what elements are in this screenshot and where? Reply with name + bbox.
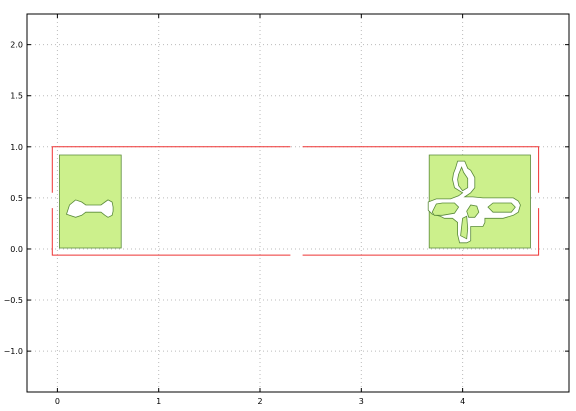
x-tick-label: 3 [359, 397, 364, 406]
y-tick-label: 1.5 [10, 92, 23, 101]
outline-segment [51, 208, 291, 256]
tick-layer: 0 1 2 3 4 −1.0 −0.5 0.0 0.5 1.0 1.5 2.0 [4, 14, 569, 406]
pad-island [460, 215, 469, 240]
x-tick-label: 2 [257, 397, 262, 406]
outline-segment [302, 208, 540, 256]
y-tick-label: −0.5 [4, 296, 23, 305]
pad-cutout [427, 160, 521, 244]
x-tick-label: 0 [55, 397, 60, 406]
plot-area-frame [26, 13, 570, 393]
y-tick-label: −1.0 [4, 347, 23, 356]
pad-island [457, 166, 469, 192]
y-tick-label: 0.5 [10, 194, 23, 203]
y-tick-label: 1.0 [10, 143, 23, 152]
x-tick-label: 1 [156, 397, 161, 406]
pad-cutout [66, 199, 114, 218]
outline-segment [302, 146, 540, 193]
pad-island [431, 202, 460, 216]
pad-island [487, 202, 516, 213]
pad-region [59, 154, 122, 249]
y-tick-label: 2.0 [10, 41, 23, 50]
pad-island [466, 204, 480, 218]
y-tick-label: 0.0 [10, 245, 23, 254]
shape-layer [51, 146, 540, 256]
outline-segment [51, 146, 291, 193]
x-tick-label: 4 [460, 397, 465, 406]
